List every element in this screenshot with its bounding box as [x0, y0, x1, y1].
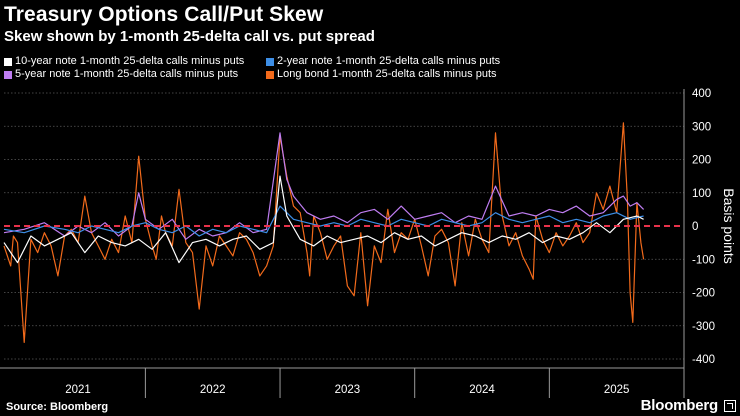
legend-swatch-5y: [4, 70, 12, 79]
legend-item-5y: 5-year note 1-month 25-delta calls minus…: [4, 68, 266, 81]
y-tick-label: -300: [692, 321, 715, 333]
legend-swatch-2y: [266, 57, 274, 66]
bloomberg-logo-icon: [724, 400, 736, 412]
legend-label-longbond: Long bond 1-month 25-delta calls minus p…: [277, 68, 497, 80]
legend-label-5y: 5-year note 1-month 25-delta calls minus…: [15, 68, 239, 80]
series-line: [3, 132, 645, 240]
legend-swatch-longbond: [266, 70, 274, 79]
x-tick-label: 2022: [200, 384, 226, 396]
legend-label-2y: 2-year note 1-month 25-delta calls minus…: [277, 55, 501, 67]
series-line: [3, 122, 645, 343]
y-tick-label: 100: [692, 188, 711, 200]
y-tick-label: 200: [692, 155, 711, 167]
y-tick-label: -200: [692, 288, 715, 300]
chart-title: Treasury Options Call/Put Skew: [4, 3, 324, 26]
y-axis-title: Basis points: [721, 188, 737, 263]
chart-subtitle: Skew shown by 1-month 25-delta call vs. …: [4, 28, 375, 45]
y-tick-label: 400: [692, 88, 711, 100]
series-line: [3, 175, 644, 264]
y-tick-label: -400: [692, 354, 715, 366]
legend-swatch-10y: [4, 57, 12, 66]
y-tick-label: -100: [692, 254, 715, 266]
bloomberg-logo: Bloomberg: [640, 397, 719, 414]
y-tick-label: 300: [692, 121, 711, 133]
legend-item-2y: 2-year note 1-month 25-delta calls minus…: [266, 55, 500, 68]
x-tick-label: 2024: [469, 384, 495, 396]
legend-label-10y: 10-year note 1-month 25-delta calls minu…: [15, 55, 245, 67]
x-tick-label: 2025: [604, 384, 630, 396]
x-tick-label: 2023: [335, 384, 361, 396]
legend-item-longbond: Long bond 1-month 25-delta calls minus p…: [266, 68, 497, 81]
x-tick-label: 2021: [65, 384, 91, 396]
y-tick-label: 0: [692, 221, 698, 233]
source-note: Source: Bloomberg: [6, 401, 109, 413]
series-line: [3, 205, 644, 237]
legend-item-10y: 10-year note 1-month 25-delta calls minu…: [4, 55, 266, 68]
legend: 10-year note 1-month 25-delta calls minu…: [4, 55, 624, 81]
